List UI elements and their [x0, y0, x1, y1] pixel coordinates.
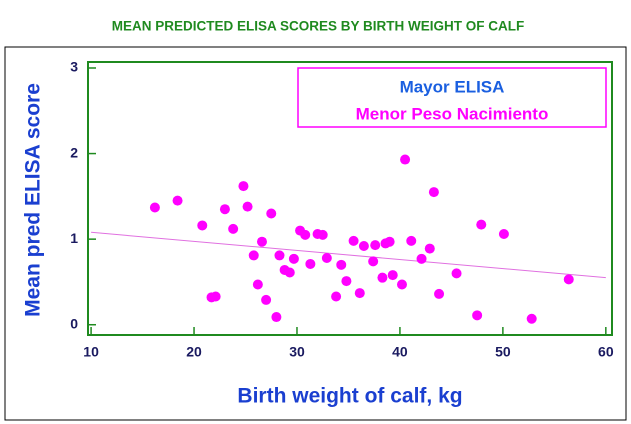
- point: [149, 202, 160, 213]
- point: [274, 250, 285, 261]
- point: [172, 195, 183, 206]
- point: [396, 279, 407, 290]
- x-tick-label: 40: [392, 344, 408, 360]
- x-tick-label: 50: [495, 344, 511, 360]
- point: [266, 208, 277, 219]
- point: [472, 310, 483, 321]
- x-tick-label: 60: [598, 344, 614, 360]
- point: [248, 250, 259, 261]
- point: [331, 291, 342, 302]
- point: [238, 181, 249, 192]
- point: [321, 252, 332, 263]
- point: [476, 219, 487, 230]
- point: [424, 243, 435, 254]
- point: [526, 313, 537, 324]
- point: [305, 258, 316, 269]
- point: [377, 272, 388, 283]
- y-tick-label: 1: [70, 230, 78, 246]
- y-tick-label: 3: [70, 59, 78, 75]
- outer-frame: [4, 46, 627, 421]
- point: [341, 276, 352, 287]
- y-tick-label: 0: [70, 315, 78, 331]
- y-tick-label: 2: [70, 144, 78, 160]
- trend-line: [91, 231, 606, 279]
- x-tick-label: 20: [186, 344, 202, 360]
- point: [354, 288, 365, 299]
- point: [384, 236, 395, 247]
- point: [406, 235, 417, 246]
- x-tick-label: 30: [289, 344, 305, 360]
- y-axis-label: Mean pred ELISA score: [22, 83, 45, 317]
- point: [252, 279, 263, 290]
- annotation: Mayor ELISA: [400, 77, 505, 96]
- point: [416, 253, 427, 264]
- point: [261, 294, 272, 305]
- point: [400, 154, 411, 165]
- point: [368, 256, 379, 267]
- point: [317, 229, 328, 240]
- point: [210, 291, 221, 302]
- point: [197, 220, 208, 231]
- point: [228, 223, 239, 234]
- point: [358, 240, 369, 251]
- chart-title: MEAN PREDICTED ELISA SCORES BY BIRTH WEI…: [112, 19, 525, 34]
- point: [288, 253, 299, 264]
- point: [348, 235, 359, 246]
- point: [219, 204, 230, 215]
- point: [563, 274, 574, 285]
- point: [300, 229, 311, 240]
- point: [498, 229, 509, 240]
- point: [434, 288, 445, 299]
- point: [336, 259, 347, 270]
- x-tick-label: 10: [83, 344, 99, 360]
- point: [284, 267, 295, 278]
- point: [451, 268, 462, 279]
- point: [242, 201, 253, 212]
- legend-box: [297, 67, 607, 128]
- annotation: Menor Peso Nacimiento: [356, 104, 549, 123]
- point: [271, 312, 282, 323]
- plot-frame: [87, 61, 613, 336]
- point: [370, 240, 381, 251]
- point: [256, 236, 267, 247]
- point: [428, 187, 439, 198]
- x-axis-label: Birth weight of calf, kg: [237, 385, 462, 408]
- point: [387, 270, 398, 281]
